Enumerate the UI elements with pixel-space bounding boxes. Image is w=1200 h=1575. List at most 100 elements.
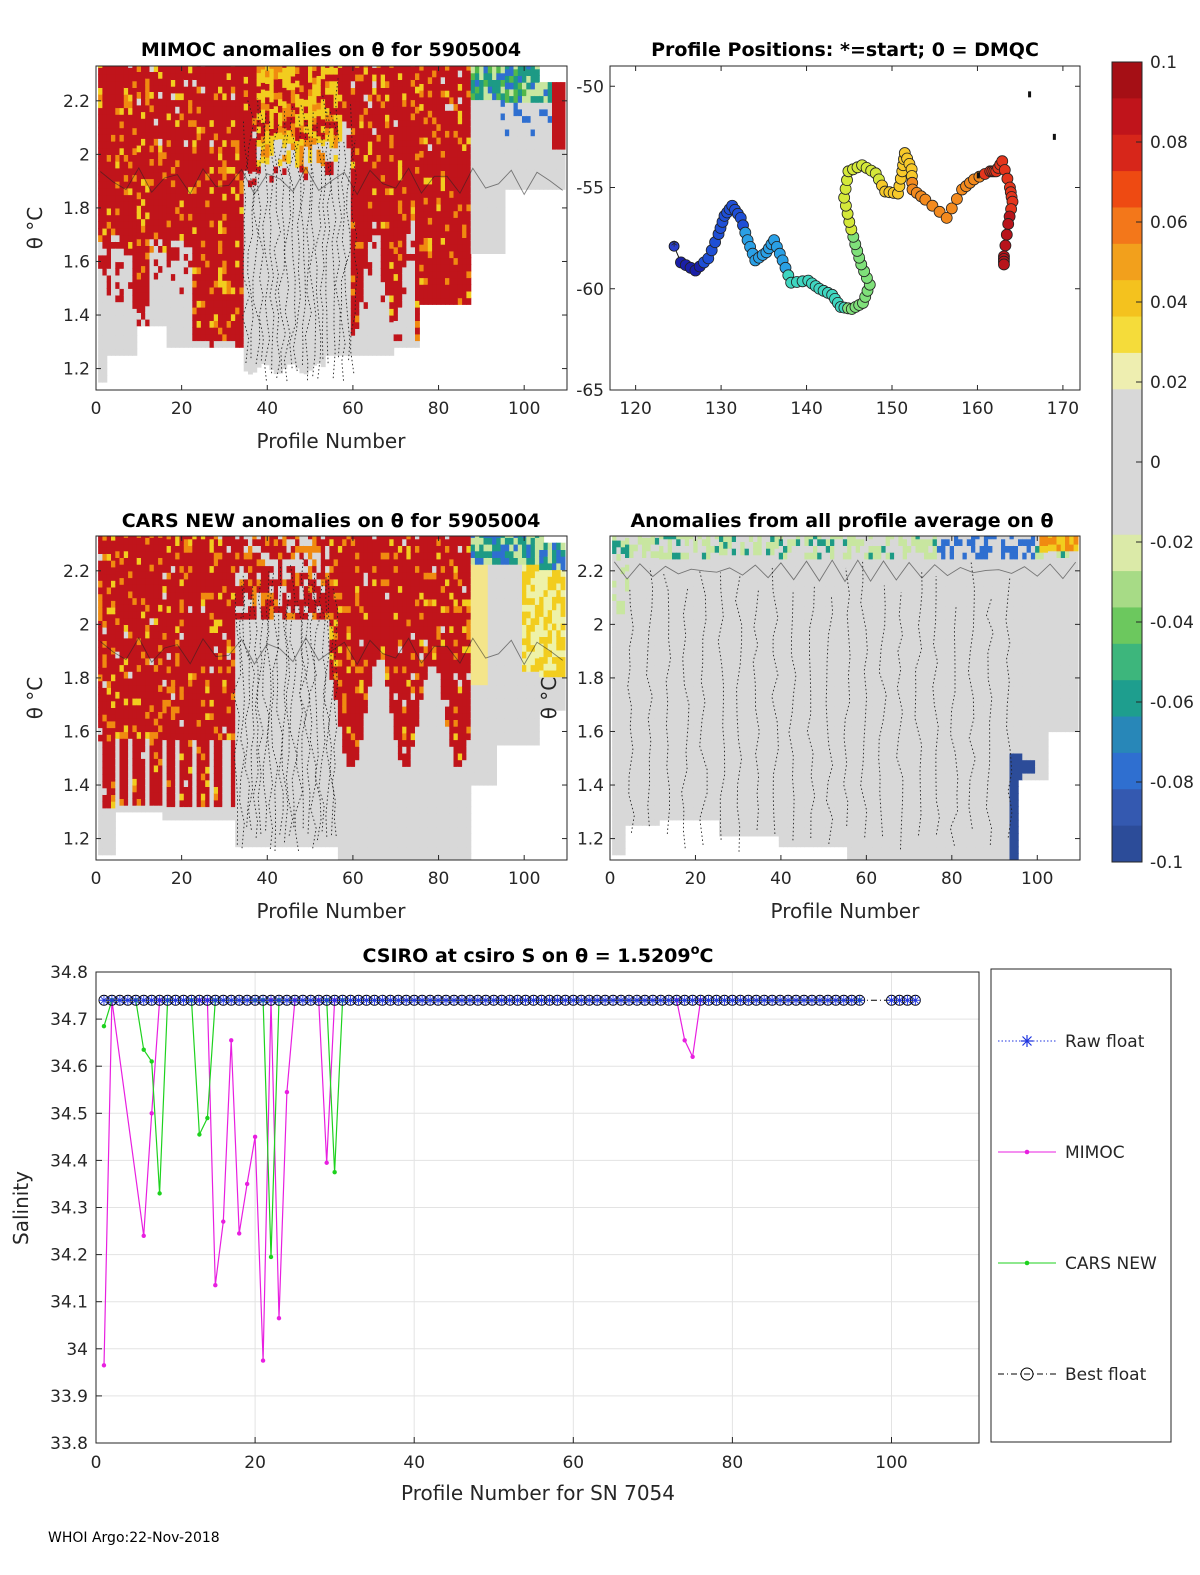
heatmap-cell [389, 154, 395, 162]
heatmap-cell [445, 257, 450, 265]
heatmap-cell [132, 134, 138, 142]
heatmap-cell [98, 281, 103, 289]
heatmap-cell [230, 340, 236, 348]
heatmap-cell [474, 173, 480, 181]
heatmap-cell [539, 108, 545, 117]
heatmap-cell [213, 320, 219, 328]
heatmap-cell [132, 248, 138, 256]
heatmap-cell [410, 153, 416, 161]
heatmap-cell [290, 337, 296, 345]
heatmap-cell [119, 624, 125, 632]
heatmap-cell [145, 557, 151, 565]
heatmap-cell [111, 214, 116, 222]
heatmap-cell [380, 294, 386, 303]
heatmap-cell [183, 199, 189, 208]
heatmap-cell [183, 233, 189, 241]
heatmap-cell [316, 276, 322, 284]
heatmap-cell [316, 249, 322, 257]
heatmap-cell [445, 250, 450, 259]
heatmap-cell [175, 253, 181, 261]
heatmap-cell [145, 698, 151, 706]
heatmap-cell [385, 308, 390, 316]
heatmap-cell [132, 127, 138, 135]
heatmap-cell [432, 217, 437, 225]
heatmap-cell [286, 116, 292, 124]
heatmap-cell [149, 131, 155, 139]
heatmap-cell [329, 341, 335, 350]
heatmap-cell [427, 90, 433, 98]
heatmap-cell [466, 130, 472, 138]
heatmap-cell [342, 288, 348, 296]
heatmap-cell [316, 108, 322, 117]
heatmap-cell [393, 300, 399, 308]
heatmap-cell [308, 209, 313, 217]
heatmap-cell [209, 240, 215, 248]
heatmap-cell [380, 154, 386, 162]
heatmap-cell [376, 335, 382, 343]
heatmap-cell [218, 327, 223, 335]
heatmap-cell [286, 190, 292, 198]
heatmap-cell [188, 320, 193, 328]
heatmap-cell [136, 171, 142, 180]
heatmap-cell [111, 167, 116, 176]
heatmap-cell [316, 189, 322, 197]
heatmap-cell [256, 300, 262, 308]
heatmap-cell [230, 132, 236, 141]
heatmap-cell [385, 268, 390, 276]
heatmap-cell [457, 210, 463, 218]
heatmap-cell [243, 163, 249, 171]
heatmap-cell [102, 241, 108, 249]
heatmap-cell [179, 112, 185, 121]
heatmap-cell [196, 72, 202, 80]
heatmap-cell [453, 130, 459, 138]
heatmap-cell [98, 241, 103, 249]
heatmap-cell [509, 66, 515, 70]
heatmap-cell [149, 724, 155, 733]
heatmap-cell [123, 207, 129, 216]
heatmap-cell [419, 183, 425, 192]
heatmap-cell [449, 183, 455, 192]
heatmap-cell [128, 577, 133, 585]
heatmap-cell [196, 86, 202, 94]
heatmap-cell [350, 288, 356, 296]
heatmap-cell [445, 90, 450, 98]
heatmap-cell [136, 198, 142, 206]
heatmap-cell [282, 241, 288, 249]
heatmap-cell [445, 130, 450, 138]
heatmap-cell [166, 213, 172, 221]
positions-ticks: 120 130 140 150 160 170-50-55-60-65 [576, 66, 1080, 419]
heatmap-cell [295, 213, 300, 222]
heatmap-cell [376, 67, 382, 75]
heatmap-cell [496, 66, 502, 74]
heatmap-cell [235, 327, 241, 335]
heatmap-cell [423, 116, 429, 125]
heatmap-cell [359, 201, 365, 209]
heatmap-cell [487, 66, 493, 74]
heatmap-cell [119, 577, 125, 585]
heatmap-cell [123, 744, 129, 753]
heatmap-cell [260, 149, 266, 157]
heatmap-cell [325, 141, 330, 149]
heatmap-cell [290, 303, 296, 311]
heatmap-cell [333, 281, 339, 289]
heatmap-cell [239, 173, 245, 181]
heatmap-cell [106, 281, 112, 289]
heatmap-cell [218, 112, 223, 121]
heatmap-cell [423, 244, 429, 252]
heatmap-cell [265, 244, 270, 252]
heatmap-cell [367, 66, 373, 68]
heatmap-cell [132, 731, 138, 739]
heatmap-cell [436, 190, 442, 198]
heatmap-cell [406, 106, 412, 114]
heatmap-cell [359, 308, 365, 316]
heatmap-cell [230, 72, 236, 80]
heatmap-cell [479, 166, 485, 174]
heatmap-cell [119, 537, 125, 545]
heatmap-cell [106, 141, 112, 149]
heatmap-cell [286, 76, 292, 84]
heatmap-cell [106, 600, 112, 608]
heatmap-cell [111, 807, 116, 816]
heatmap-cell [359, 194, 365, 202]
heatmap-cell [119, 294, 125, 303]
heatmap-cell [474, 199, 480, 208]
